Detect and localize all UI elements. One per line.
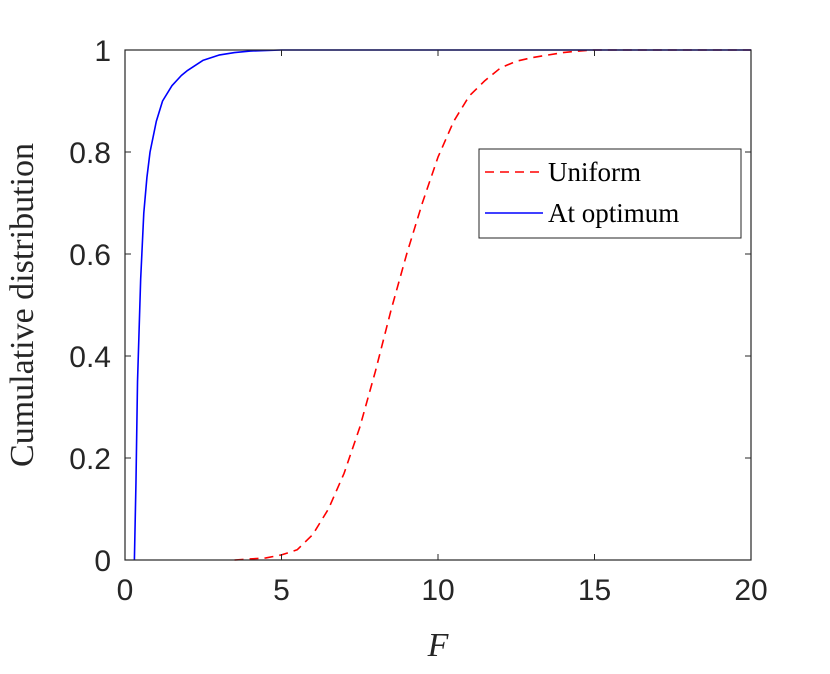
y-tick-label: 0.4	[69, 341, 111, 374]
ticks-layer: 0 5 10 15 20 0 0.2 0.4 0.6 0.8 1	[69, 35, 767, 607]
x-tick-label: 20	[734, 574, 767, 607]
y-tick-label: 0	[94, 545, 111, 578]
plot-background	[125, 50, 751, 560]
x-tick-label: 15	[578, 574, 611, 607]
x-tick-label: 5	[273, 574, 290, 607]
y-tick-label: 0.8	[69, 137, 111, 170]
x-tick-label: 0	[117, 574, 134, 607]
x-tick-label: 10	[421, 574, 454, 607]
series-line-uniform	[234, 49, 751, 561]
y-axis-label: Cumulative distribution	[4, 143, 41, 467]
x-axis-label: F	[427, 627, 450, 664]
legend: Uniform At optimum	[478, 148, 742, 239]
y-tick-label: 0.2	[69, 443, 111, 476]
series-layer	[133, 49, 751, 561]
y-tick-label: 1	[94, 35, 111, 68]
legend-label-uniform: Uniform	[548, 157, 641, 187]
legend-label-at-optimum: At optimum	[548, 198, 679, 228]
series-line-at-optimum	[133, 49, 751, 561]
y-tick-label: 0.6	[69, 239, 111, 272]
legend-box	[478, 148, 742, 239]
